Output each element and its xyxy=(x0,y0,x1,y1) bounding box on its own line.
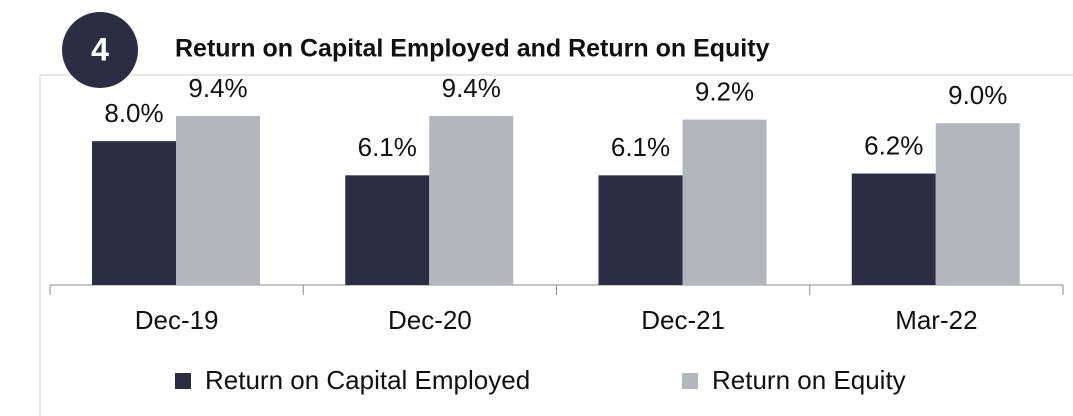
x-tick-label: Mar-22 xyxy=(895,305,977,335)
x-tick-label: Dec-21 xyxy=(641,305,725,335)
legend-swatch xyxy=(682,373,698,389)
badge-number: 4 xyxy=(91,31,109,67)
value-label: 9.4% xyxy=(188,73,247,103)
value-label: 6.1% xyxy=(611,132,670,162)
value-label: 9.4% xyxy=(442,73,501,103)
bar xyxy=(851,173,936,285)
bar xyxy=(429,116,514,285)
value-label: 6.2% xyxy=(864,130,923,160)
value-label: 9.2% xyxy=(695,76,754,106)
value-label: 8.0% xyxy=(104,98,163,128)
badge xyxy=(62,12,138,88)
bar xyxy=(345,175,430,285)
legend-label: Return on Capital Employed xyxy=(205,365,530,395)
x-tick-label: Dec-20 xyxy=(388,305,472,335)
legend-label: Return on Equity xyxy=(712,365,906,395)
bar xyxy=(92,141,176,285)
x-tick-label: Dec-19 xyxy=(135,305,219,335)
chart-title: Return on Capital Employed and Return on… xyxy=(175,35,770,63)
legend-swatch xyxy=(175,373,191,389)
bar xyxy=(598,175,683,285)
value-label: 6.1% xyxy=(358,132,417,162)
bar xyxy=(935,123,1020,285)
bar xyxy=(682,119,767,286)
value-label: 9.0% xyxy=(948,80,1007,110)
bar xyxy=(176,116,260,285)
